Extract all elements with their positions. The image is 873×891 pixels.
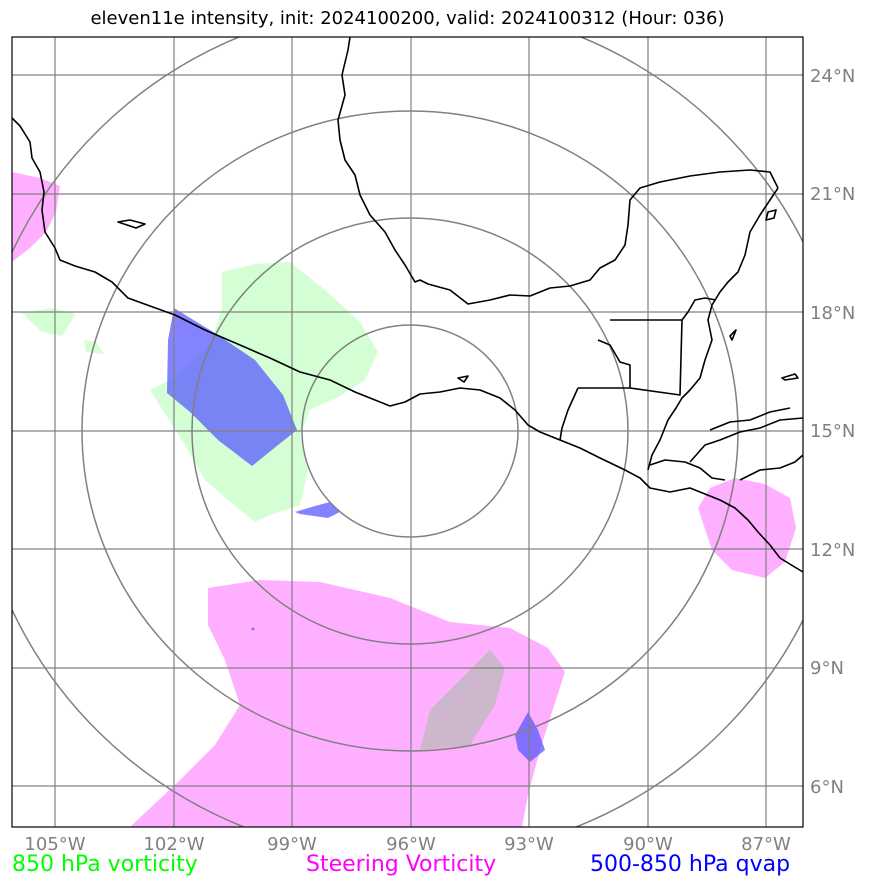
lat-tick-label: 15°N: [810, 421, 855, 442]
lon-tick-label: 105°W: [24, 834, 85, 855]
lon-tick-label: 93°W: [504, 834, 554, 855]
steering-blob-east: [698, 478, 796, 578]
lat-tick-label: 21°N: [810, 184, 855, 205]
qvap-blob-south: [515, 712, 545, 762]
graticule: [12, 37, 803, 827]
island-west: [117, 219, 146, 229]
lat-tick-label: 12°N: [810, 540, 855, 561]
lon-tick-label: 87°W: [741, 834, 791, 855]
island-east-2: [729, 329, 737, 341]
lon-tick-label: 90°W: [623, 834, 673, 855]
qvap-dot: [251, 627, 255, 631]
lat-tick-labels: 24°N 21°N 18°N 15°N 12°N 9°N 6°N: [810, 66, 855, 798]
legend-850-vorticity: 850 hPa vorticity: [12, 852, 198, 877]
vort850-blob-west: [22, 308, 76, 336]
island-cuba: [781, 373, 799, 381]
lat-tick-label: 18°N: [810, 303, 855, 324]
lon-tick-label: 96°W: [386, 834, 436, 855]
qvap-fields: [167, 308, 545, 762]
lat-tick-label: 9°N: [810, 658, 844, 679]
lon-tick-label: 102°W: [143, 834, 204, 855]
map-frame: [11, 36, 804, 828]
legend-steering-vorticity: Steering Vorticity: [306, 852, 497, 877]
steering-blob-south: [130, 580, 565, 827]
lon-tick-label: 99°W: [267, 834, 317, 855]
qvap-blob-small: [295, 502, 340, 518]
pacific-coast: [12, 117, 803, 573]
lon-tick-labels: 105°W 102°W 99°W 96°W 93°W 90°W 87°W: [24, 834, 791, 855]
belize-border: [681, 297, 717, 321]
grey-overlay-south: [420, 650, 505, 750]
map-title: eleven11e intensity, init: 2024100200, v…: [90, 8, 725, 29]
island-east-1: [765, 209, 777, 221]
guatemala-border: [559, 319, 683, 441]
central-america-borders: [649, 407, 803, 481]
qvap-blob-main: [167, 308, 297, 466]
gulf-coast: [337, 37, 779, 305]
lat-tick-label: 6°N: [810, 777, 844, 798]
legend-qvap: 500-850 hPa qvap: [590, 852, 791, 877]
coastlines: [12, 37, 803, 573]
island-east-3: [457, 375, 469, 383]
lat-tick-label: 24°N: [810, 66, 855, 87]
yucatan-east: [647, 187, 779, 471]
range-rings: [12, 37, 803, 827]
